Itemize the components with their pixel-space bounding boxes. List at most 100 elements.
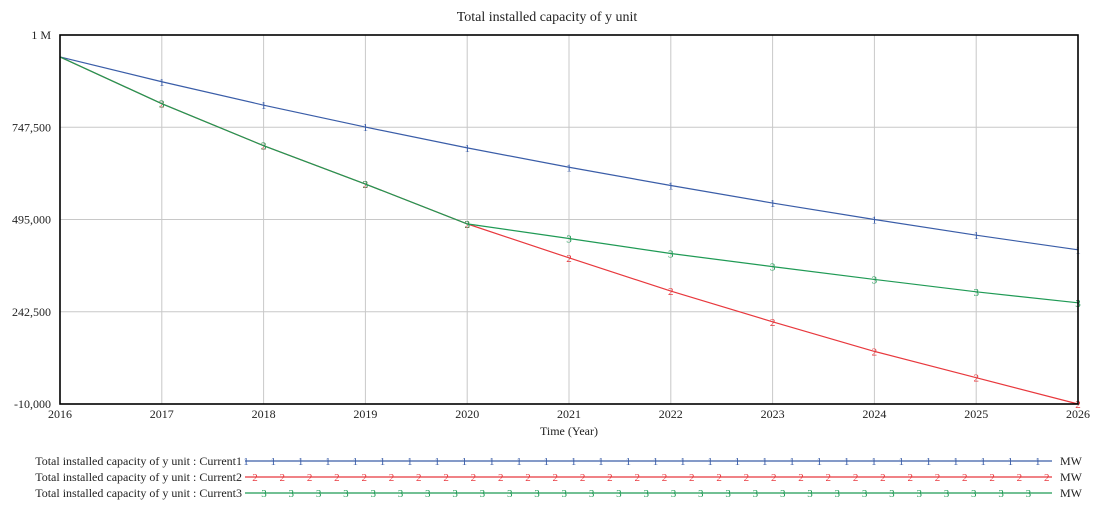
x-axis: 2016 2017 2018 2019 2020 2021 2022 2023 2024 2025… [48,407,1090,421]
legend-marker: 3 [480,488,486,500]
x-tick-label: 2018 [252,407,276,421]
data-point-marker: 1 [973,230,979,242]
legend-marker: 1 [571,456,577,468]
data-point-marker: 2 [159,99,165,111]
legend-marker: 3 [753,488,759,500]
x-tick-label: 2022 [659,407,683,421]
legend-marker: 1 [1035,456,1041,468]
legend-marker: 1 [271,456,277,468]
x-tick-label: 2019 [353,407,377,421]
data-point-marker: 1 [566,162,572,174]
x-tick-label: 2024 [862,407,886,421]
legend-marker: 3 [398,488,404,500]
data-point-marker: 2 [1075,399,1081,411]
legend-marker: 1 [707,456,713,468]
legend-marker: 2 [361,472,367,484]
data-point-marker: 3 [973,287,979,299]
y-axis: 1 M 747,500 495,000 242,500 -10,000 [12,28,51,411]
legend-marker: 2 [826,472,832,484]
legend-marker: 2 [607,472,613,484]
legend-marker: 3 [616,488,622,500]
legend-marker: 2 [907,472,913,484]
legend-unit: MW [1060,454,1083,468]
legend-marker: 3 [1026,488,1032,500]
legend-marker: 3 [316,488,322,500]
legend-marker: 2 [525,472,531,484]
legend-marker: 1 [898,456,904,468]
legend-marker: 3 [289,488,295,500]
legend-marker: 3 [998,488,1004,500]
legend-marker: 2 [634,472,640,484]
legend-marker: 3 [534,488,540,500]
legend-marker: 3 [835,488,841,500]
legend-marker: 2 [935,472,941,484]
legend-unit: MW [1060,470,1083,484]
x-tick-label: 2025 [964,407,988,421]
data-point-marker: 3 [872,274,878,286]
legend-marker: 2 [798,472,804,484]
legend-unit: MW [1060,486,1083,500]
y-tick-label: 242,500 [12,305,51,319]
legend-marker: 1 [352,456,358,468]
data-point-marker: 1 [770,198,776,210]
legend-marker: 2 [498,472,504,484]
data-point-marker: 3 [261,141,267,153]
y-tick-label: 747,500 [12,120,51,134]
legend-marker: 1 [516,456,522,468]
y-tick-label: 1 M [31,28,51,42]
legend-marker: 1 [680,456,686,468]
legend-marker: 2 [553,472,559,484]
x-tick-label: 2016 [48,407,72,421]
data-point-marker: 1 [363,122,369,134]
legend-marker: 3 [862,488,868,500]
legend-marker: 1 [380,456,386,468]
legend-marker: 1 [762,456,768,468]
chart-title: Total installed capacity of y unit [457,10,638,25]
x-tick-label: 2017 [150,407,174,421]
data-point-marker: 2 [363,179,369,191]
data-point-marker: 1 [159,77,165,89]
legend-marker: 3 [562,488,568,500]
data-point-marker: 2 [566,253,572,265]
legend-marker: 3 [589,488,595,500]
legend-marker: 2 [389,472,395,484]
data-point-marker: 3 [668,248,674,260]
legend-marker: 1 [544,456,550,468]
legend-marker: 3 [889,488,895,500]
legend-label: Total installed capacity of y unit : Cur… [35,470,242,484]
legend-marker: 2 [252,472,258,484]
data-point-marker: 3 [159,99,165,111]
legend-marker: 3 [944,488,950,500]
legend-label: Total installed capacity of y unit : Cur… [35,454,242,468]
series-line-1 [59,56,1079,251]
data-point-marker: 2 [464,219,470,231]
legend-marker: 2 [443,472,449,484]
legend-marker: 1 [789,456,795,468]
data-point-marker: 1 [872,215,878,227]
data-point-marker: 3 [566,233,572,245]
x-tick-label: 2020 [455,407,479,421]
legend-marker: 2 [744,472,750,484]
legend-marker: 2 [471,472,477,484]
plot-frame [59,34,1079,405]
legend-marker: 3 [425,488,431,500]
legend-marker: 2 [853,472,859,484]
data-point-marker: 1 [668,181,674,193]
legend-marker: 3 [971,488,977,500]
data-point-marker: 1 [261,100,267,112]
legend-marker: 1 [871,456,877,468]
legend-marker: 3 [698,488,704,500]
data-point-marker: 2 [770,317,776,329]
legend-marker: 1 [735,456,741,468]
legend-marker: 3 [343,488,349,500]
legend-marker: 3 [507,488,513,500]
legend-marker: 2 [662,472,668,484]
legend-marker: 3 [671,488,677,500]
data-point-marker: 3 [464,219,470,231]
x-tick-label: 2023 [761,407,785,421]
data-point-marker: 1 [464,143,470,155]
legend: Total installed capacity of y unit : Cur… [35,454,1082,500]
